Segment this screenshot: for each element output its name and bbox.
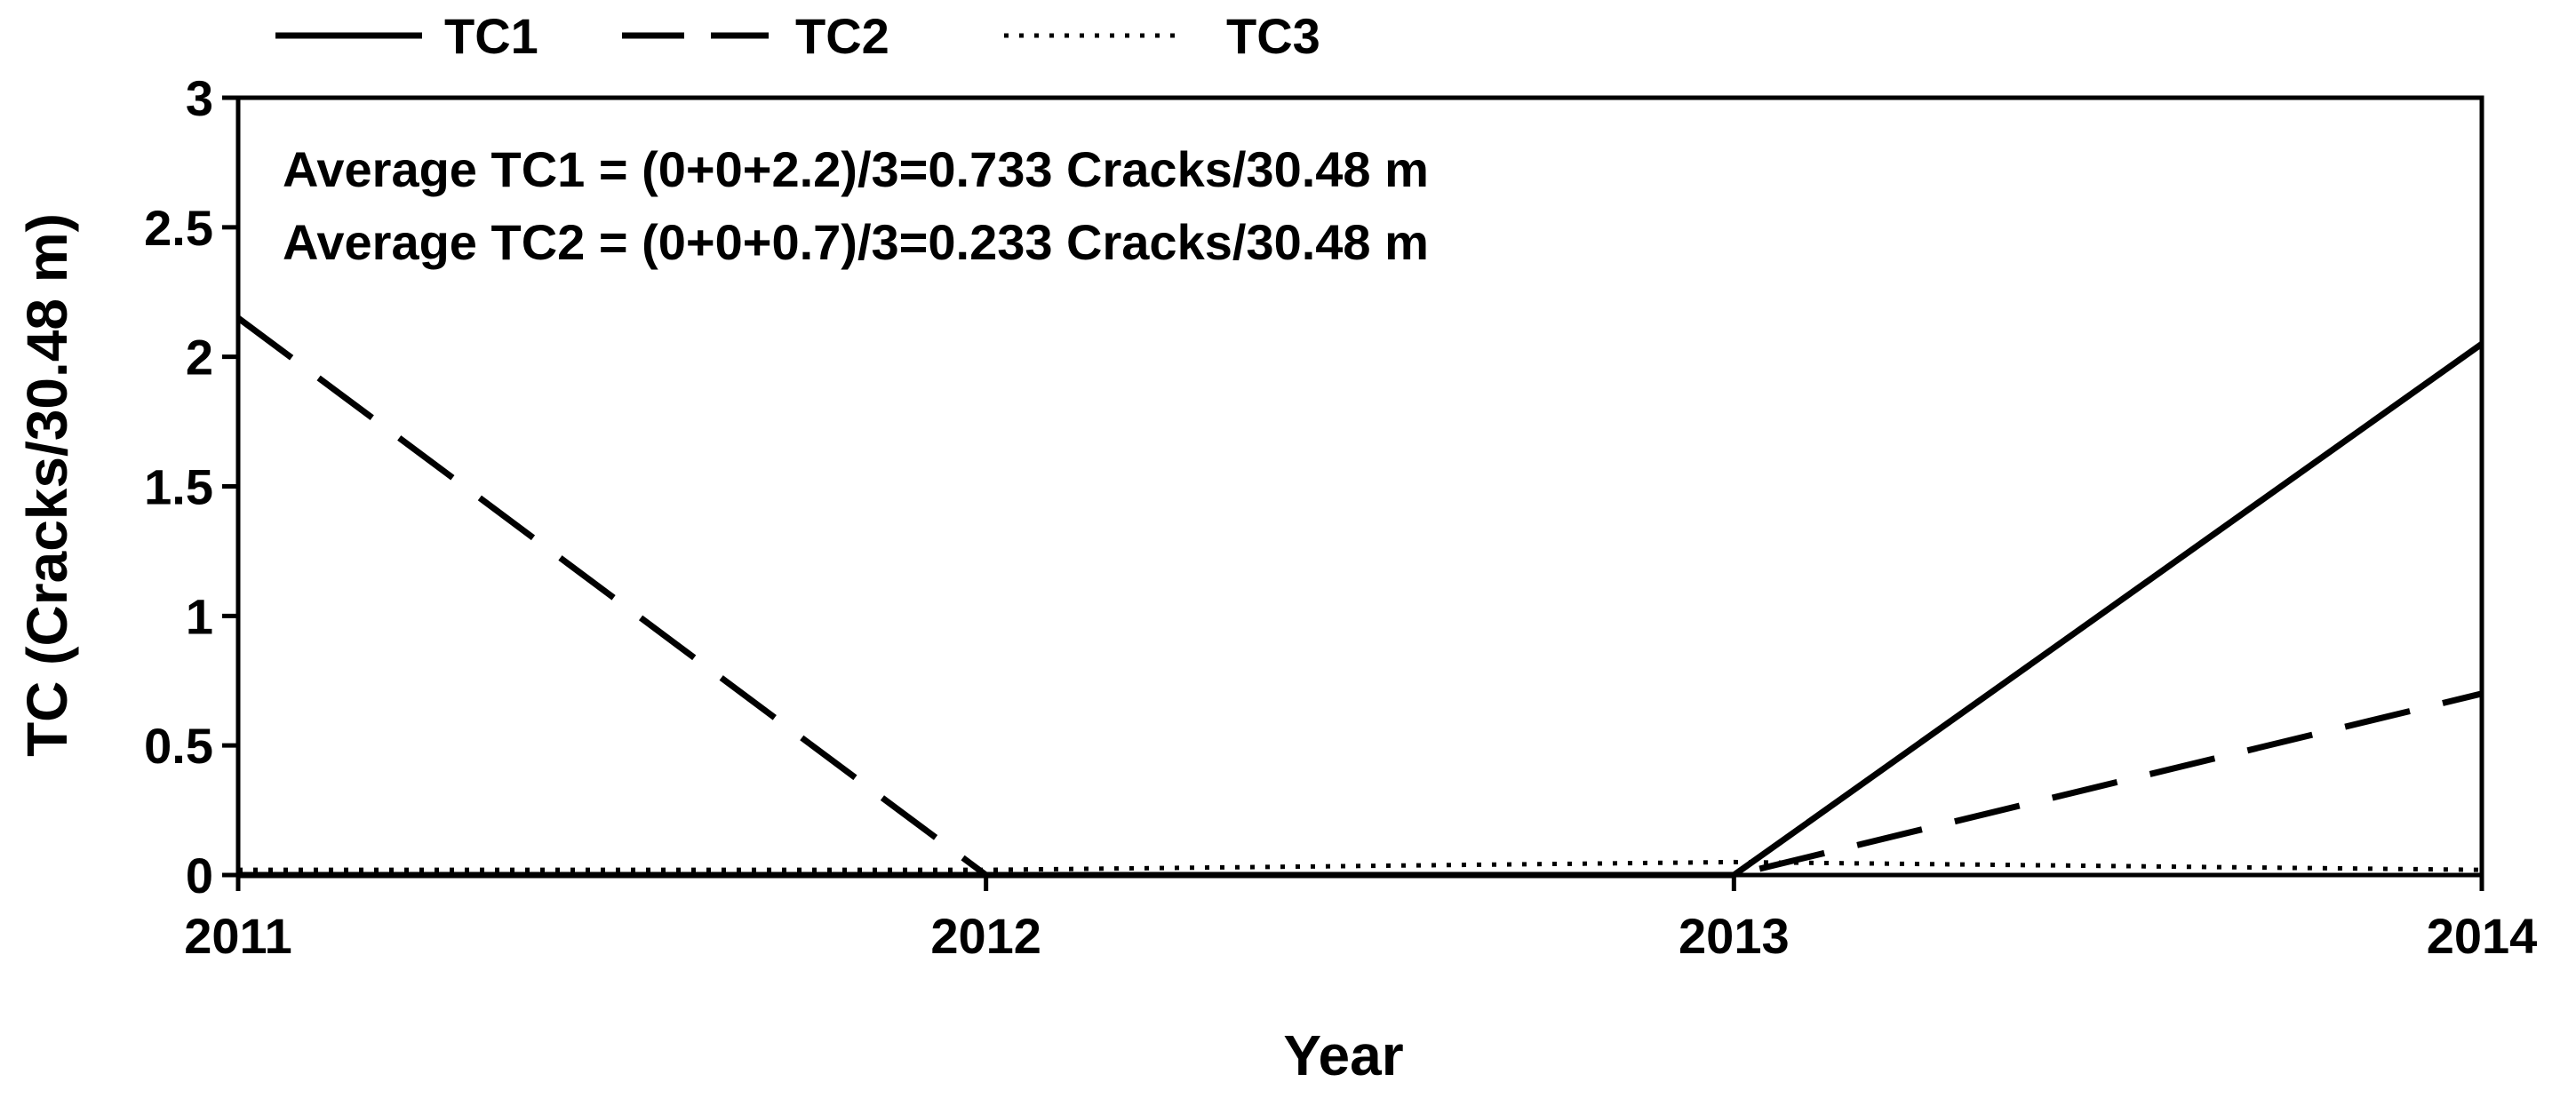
series-lines: [235, 315, 2484, 879]
y-tick-label: 2.5: [144, 200, 213, 256]
y-axis-title: TC (Cracks/30.48 m): [15, 213, 79, 757]
x-axis-ticks: 2011 2012 2013 2014: [184, 875, 2537, 964]
annotation-average-tc1: Average TC1 = (0+0+2.2)/3=0.733 Cracks/3…: [283, 141, 1429, 197]
y-tick-label: 1.5: [144, 459, 213, 515]
x-axis-title: Year: [1283, 1023, 1403, 1087]
y-tick-label: 2: [186, 330, 213, 386]
y-tick-label: 1: [186, 588, 213, 644]
y-tick-label: 0.5: [144, 718, 213, 774]
legend: TC1 TC2 TC3: [275, 8, 1320, 64]
legend-label-tc1: TC1: [444, 8, 538, 64]
series-line-tc2: [235, 315, 2483, 879]
annotation-average-tc2: Average TC2 = (0+0+0.7)/3=0.233 Cracks/3…: [283, 214, 1429, 270]
x-tick-label: 2013: [1679, 908, 1790, 964]
legend-label-tc2: TC2: [795, 8, 889, 64]
series-line-tc3: [238, 859, 2483, 872]
x-tick-label: 2012: [930, 908, 1041, 964]
y-axis-ticks: 0 0.5 1 1.5 2 2.5 3: [144, 70, 238, 903]
x-tick-label: 2011: [184, 908, 292, 964]
x-tick-label: 2014: [2427, 908, 2538, 964]
legend-label-tc3: TC3: [1226, 8, 1320, 64]
y-tick-label: 0: [186, 847, 213, 903]
y-tick-label: 3: [186, 70, 213, 126]
